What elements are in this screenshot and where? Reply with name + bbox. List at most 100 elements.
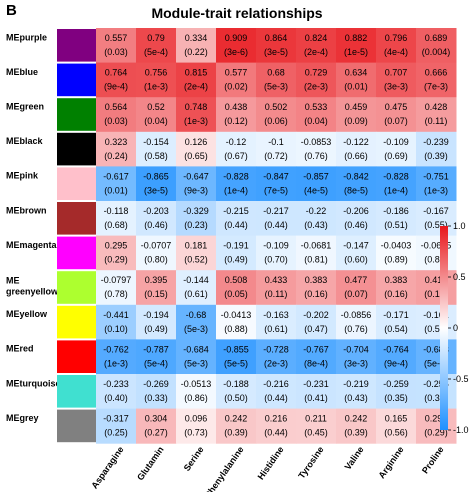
- module-swatch: [57, 167, 96, 200]
- cell-pvalue-label: (0.69): [384, 151, 408, 161]
- heatmap-cells: 0.557 (0.03) 0.79 (5e-4) 0.334 (0.22) 0.909 (3e…: [96, 28, 457, 444]
- cell-correlation-label: -0.233: [103, 379, 129, 389]
- cell-correlation-label: 0.475: [385, 102, 408, 112]
- heatmap-cell: [296, 270, 337, 306]
- cell-correlation-label: 0.383: [305, 275, 328, 285]
- cell-pvalue-label: (1e-4): [384, 185, 408, 195]
- cell-pvalue-label: (0.46): [344, 220, 368, 230]
- cell-correlation-label: 0.796: [385, 33, 408, 43]
- cell-correlation-label: 0.414: [425, 275, 448, 285]
- heatmap-cell: [176, 304, 217, 340]
- cell-correlation-label: 0.438: [225, 102, 248, 112]
- cell-correlation-label: -0.762: [103, 344, 129, 354]
- heatmap-cell: [136, 131, 177, 167]
- cell-pvalue-label: (2e-4): [304, 47, 328, 57]
- heatmap-cell: [96, 28, 137, 64]
- column-label: Phenylalanine: [203, 445, 246, 492]
- cell-pvalue-label: (0.24): [104, 151, 128, 161]
- colorbar-tick-label: 1.0: [453, 221, 466, 231]
- cell-correlation-label: -0.163: [263, 310, 289, 320]
- cell-pvalue-label: (0.004): [422, 47, 451, 57]
- cell-pvalue-label: (8e-4): [304, 358, 328, 368]
- heatmap-cell: [296, 374, 337, 410]
- cell-correlation-label: -0.191: [223, 241, 249, 251]
- cell-pvalue-label: (2e-3): [304, 82, 328, 92]
- heatmap-cell: [376, 408, 417, 444]
- cell-correlation-label: -0.202: [303, 310, 329, 320]
- colorbar-tick-label: 0: [453, 323, 458, 333]
- heatmap-cell: [176, 270, 217, 306]
- cell-pvalue-label: (0.56): [384, 428, 408, 438]
- cell-correlation-label: 0.242: [345, 414, 368, 424]
- cell-pvalue-label: (0.44): [264, 428, 288, 438]
- cell-correlation-label: 0.502: [265, 102, 288, 112]
- row-label: MEred: [6, 344, 34, 354]
- cell-pvalue-label: (0.06): [264, 116, 288, 126]
- column-label: Arginine: [377, 445, 406, 481]
- heatmap-cell: [376, 62, 417, 98]
- cell-correlation-label: 0.634: [345, 68, 368, 78]
- cell-pvalue-label: (0.73): [184, 428, 208, 438]
- cell-pvalue-label: (0.44): [264, 220, 288, 230]
- heatmap-cell: [96, 408, 137, 444]
- module-color-swatches: [57, 29, 96, 443]
- heatmap-cell: [296, 201, 337, 237]
- cell-correlation-label: -0.171: [383, 310, 409, 320]
- heatmap-cell: [216, 28, 257, 64]
- cell-correlation-label: 0.764: [105, 68, 128, 78]
- cell-correlation-label: 0.304: [145, 414, 168, 424]
- cell-correlation-label: -0.1: [268, 137, 284, 147]
- cell-pvalue-label: (0.35): [384, 393, 408, 403]
- heatmap-cell: [136, 304, 177, 340]
- colorbar-tick-label: -1.0: [453, 425, 469, 435]
- cell-pvalue-label: (0.46): [144, 220, 168, 230]
- cell-correlation-label: 0.459: [345, 102, 368, 112]
- heatmap-cell: [96, 201, 137, 237]
- cell-correlation-label: -0.217: [263, 206, 289, 216]
- row-label: MEbrown: [6, 205, 47, 215]
- heatmap-cell: [136, 270, 177, 306]
- column-label: Asparagine: [89, 445, 125, 491]
- heatmap-cell: [136, 339, 177, 375]
- cell-correlation-label: 0.477: [345, 275, 368, 285]
- row-label: ME greenyellow: [6, 276, 59, 297]
- row-label: MEmagenta: [6, 240, 58, 250]
- heatmap-cell: [216, 166, 257, 202]
- cell-correlation-label: -0.186: [383, 206, 409, 216]
- cell-correlation-label: 0.864: [265, 33, 288, 43]
- cell-correlation-label: 0.52: [147, 102, 165, 112]
- heatmap-cell: [336, 62, 377, 98]
- module-swatch: [57, 271, 96, 304]
- cell-correlation-label: 0.577: [225, 68, 248, 78]
- cell-pvalue-label: (3e-3): [384, 82, 408, 92]
- cell-correlation-label: 0.79: [147, 33, 165, 43]
- heatmap-cell: [96, 62, 137, 98]
- heatmap-cell: [216, 131, 257, 167]
- column-label: Serine: [182, 445, 206, 473]
- heatmap-cell: [416, 339, 457, 375]
- heatmap-cell: [296, 28, 337, 64]
- cell-correlation-label: -0.161: [423, 310, 449, 320]
- heatmap-cell: [416, 166, 457, 202]
- heatmap-cell: [136, 97, 177, 133]
- heatmap-cell: [376, 374, 417, 410]
- heatmap-cell: [336, 408, 377, 444]
- cell-pvalue-label: (0.16): [304, 289, 328, 299]
- cell-pvalue-label: (0.23): [184, 220, 208, 230]
- cell-pvalue-label: (1e-3): [144, 82, 168, 92]
- cell-pvalue-label: (5e-4): [144, 358, 168, 368]
- row-label: MEyellow: [6, 309, 48, 319]
- cell-pvalue-label: (0.55): [424, 220, 448, 230]
- cell-pvalue-label: (0.60): [344, 255, 368, 265]
- cell-correlation-label: -0.684: [183, 344, 209, 354]
- cell-correlation-label: -0.847: [263, 171, 289, 181]
- cell-pvalue-label: (1e-3): [184, 116, 208, 126]
- heatmap-cell: [136, 62, 177, 98]
- heatmap-cell: [256, 408, 297, 444]
- cell-pvalue-label: (0.04): [304, 116, 328, 126]
- heatmap-cell: [96, 235, 137, 271]
- cell-correlation-label: -0.828: [383, 171, 409, 181]
- row-label: MEgrey: [6, 413, 39, 423]
- cell-correlation-label: 0.383: [385, 275, 408, 285]
